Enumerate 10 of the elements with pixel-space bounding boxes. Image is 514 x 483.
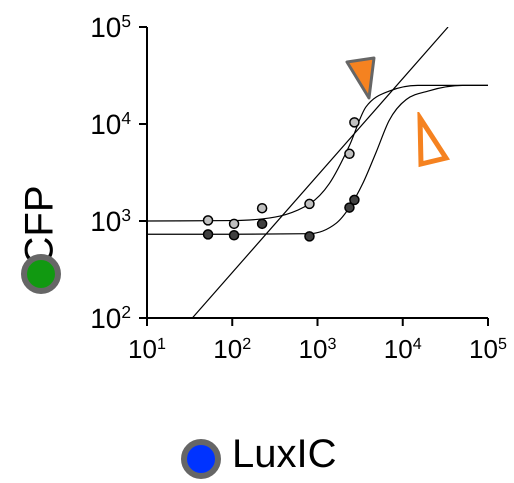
x-tick-label: 10$^{3}$ bbox=[298, 334, 336, 364]
y-tick-label: 10$^{2}$ bbox=[90, 302, 131, 334]
y-tick-label: 10$^{4}$ bbox=[90, 108, 132, 140]
y-tick-label: 10$^{3}$ bbox=[90, 205, 131, 237]
x-axis-title: LuxIC bbox=[232, 432, 336, 477]
x-tick-label: 10$^{4}$ bbox=[384, 334, 422, 364]
y-tick-label: 10$^{5}$ bbox=[90, 11, 131, 43]
x-tick-label: 10$^{5}$ bbox=[469, 334, 507, 364]
x-tick-label: 10$^{2}$ bbox=[213, 334, 252, 364]
x-tick-label: 10$^{1}$ bbox=[128, 334, 166, 364]
